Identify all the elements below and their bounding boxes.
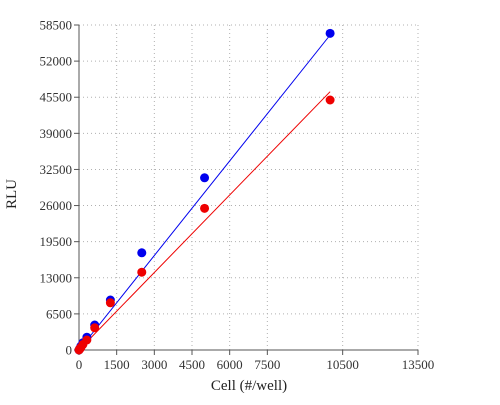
- x-tick-label: 1500: [104, 357, 130, 372]
- tick-labels: 0 1500 3000 4500 6000 7500 10500 13500 0 6500 1300…: [40, 18, 435, 373]
- x-axis-title: Cell (#/well): [211, 378, 287, 394]
- series-2-point: [90, 323, 100, 333]
- x-tick-label: 10500: [326, 357, 359, 372]
- y-tick-label: 0: [66, 343, 73, 358]
- y-tick-label: 19500: [40, 234, 73, 249]
- y-tick-label: 39000: [40, 126, 73, 141]
- x-tick-label: 4500: [179, 357, 205, 372]
- y-tick-label: 52000: [40, 54, 73, 69]
- grid-lines: [79, 24, 419, 350]
- y-tick-label: 32500: [40, 162, 73, 177]
- x-tick-label: 3000: [141, 357, 167, 372]
- series-2-point: [200, 203, 210, 213]
- series-2-point: [137, 267, 147, 277]
- series-2-point: [325, 95, 335, 105]
- y-tick-label: 13000: [40, 270, 73, 285]
- y-tick-label: 58500: [40, 18, 73, 33]
- y-axis-title: RLU: [4, 179, 20, 209]
- x-tick-label: 13500: [402, 357, 435, 372]
- axes: [74, 24, 419, 355]
- series-1-point: [137, 248, 147, 258]
- series-1-point: [325, 28, 335, 38]
- y-tick-label: 26000: [40, 198, 73, 213]
- y-tick-label: 6500: [46, 306, 72, 321]
- data-points: [74, 28, 335, 355]
- fit-lines: [78, 34, 331, 351]
- series-1-fit-line: [78, 34, 331, 351]
- y-tick-label: 45500: [40, 90, 73, 105]
- x-tick-label: 7500: [254, 357, 280, 372]
- series-2-point: [105, 298, 115, 308]
- x-tick-label: 6000: [217, 357, 243, 372]
- series-1-point: [200, 173, 210, 183]
- series-2-fit-line: [78, 91, 331, 351]
- series-2-point: [82, 335, 92, 345]
- x-tick-label: 0: [76, 357, 83, 372]
